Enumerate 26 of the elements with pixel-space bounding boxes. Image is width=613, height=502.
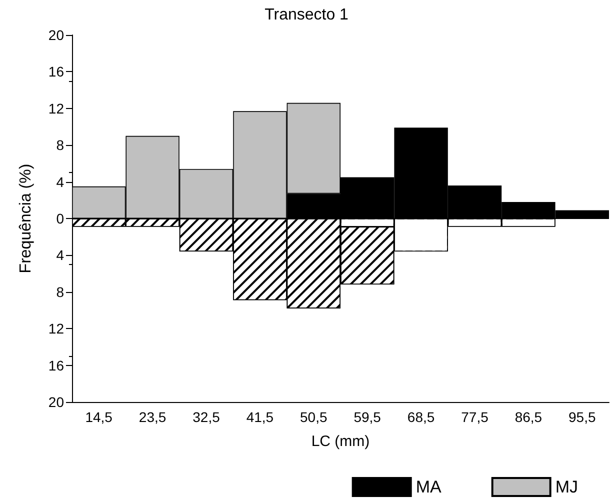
y-tick-label: 16 [48,64,64,80]
x-tick-label: 32,5 [192,409,220,425]
x-tick-label: 14,5 [85,409,113,425]
x-tick-label: 95,5 [568,409,596,425]
legend-label: MJ [555,478,578,496]
y-axis-title: Frequência (%) [18,164,34,274]
x-axis-title: LC (mm) [311,433,370,450]
y-tick-label: 16 [48,357,64,374]
y-tick-label: 12 [48,320,64,337]
y-tick-label: 8 [56,137,64,154]
x-tick-label: 23,5 [138,409,166,425]
x-tick-label: 41,5 [246,409,274,425]
y-tick-label: 4 [56,174,64,190]
chart-title: Transecto 1 [264,6,349,24]
y-tick-label: 20 [48,27,64,43]
y-tick-label: 8 [56,284,64,300]
x-tick-label: 77,5 [461,409,489,425]
x-tick-label: 68,5 [407,409,435,425]
y-tick-label: 0 [56,210,64,226]
y-tick-label: 12 [48,100,64,116]
x-tick-label: 59,5 [354,409,382,425]
x-tick-label: 50,5 [300,409,328,425]
y-tick-label: 4 [56,247,64,264]
y-tick-label: 20 [48,394,64,410]
legend-label: MA [416,478,442,496]
x-tick-label: 86,5 [514,409,542,425]
